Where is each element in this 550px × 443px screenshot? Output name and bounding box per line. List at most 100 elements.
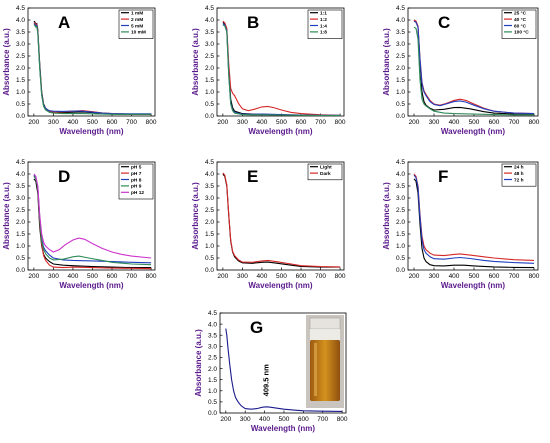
- legend-entry: 72 h: [514, 177, 524, 183]
- plot-frame: [219, 312, 347, 414]
- y-tick-label: 1.0: [396, 89, 405, 96]
- panel-g: 200 300 400 500 600 700 800 0.0 0.5 1.0 1.5 2.0 2.5 3…: [194, 310, 348, 433]
- x-tick-label: 500: [87, 119, 98, 126]
- x-tick-label: 600: [296, 119, 307, 126]
- x-tick-label: 300: [237, 273, 248, 280]
- y-tick-label: 1.0: [16, 243, 25, 250]
- legend-entry: pH 9: [131, 184, 142, 190]
- x-tick-label: 400: [257, 119, 268, 126]
- x-axis-label: Wavelength (nm): [59, 127, 123, 136]
- legend-box: [307, 9, 343, 39]
- y-tick-label: 4.0: [16, 17, 25, 24]
- y-tick-label: 2.5: [16, 53, 25, 60]
- y-axis-label: Absorbance (a.u.): [191, 182, 200, 250]
- x-tick-label: 700: [126, 119, 137, 126]
- legend-box: [118, 163, 154, 200]
- x-tick-label: 700: [509, 273, 520, 280]
- x-tick-label: 300: [48, 273, 59, 280]
- y-tick-label: 2.0: [208, 366, 217, 373]
- x-tick-label: 600: [107, 273, 118, 280]
- x-tick-label: 300: [237, 119, 248, 126]
- x-tick-label: 800: [335, 273, 346, 280]
- x-tick-label: 300: [429, 273, 440, 280]
- y-tick-label: 1.5: [208, 377, 217, 384]
- y-tick-label: 3.5: [16, 183, 25, 190]
- y-tick-label: 1.0: [205, 89, 214, 96]
- y-tick-label: 3.5: [208, 332, 217, 339]
- panel-label: C: [438, 13, 450, 32]
- legend-entry: 10 mM: [131, 30, 146, 36]
- legend-entry: 24 h: [514, 165, 524, 171]
- series-line-100-c: [413, 26, 534, 116]
- y-tick-label: 3.5: [205, 29, 214, 36]
- y-tick-label: 2.0: [205, 65, 214, 72]
- y-tick-label: 4.0: [396, 17, 405, 24]
- plot-frame: [27, 7, 156, 117]
- y-tick-label: 1.0: [208, 388, 217, 395]
- legend-entry: 1:8: [320, 30, 327, 36]
- x-tick-label: 500: [469, 119, 480, 126]
- legend-entry: 25 °C: [514, 11, 527, 17]
- series-line-0: [225, 328, 343, 412]
- y-axis-label: Absorbance (a.u.): [2, 28, 11, 96]
- y-tick-label: 2.5: [396, 53, 405, 60]
- x-tick-label: 200: [220, 416, 231, 423]
- y-tick-label: 2.5: [205, 207, 214, 214]
- x-tick-label: 600: [489, 119, 500, 126]
- series-line-light: [222, 173, 341, 268]
- panel-label: F: [438, 167, 448, 186]
- series-line-dark: [222, 172, 341, 268]
- panel-f: 200 300 400 500 600 700 800 0.0 0.5 1.0 1.5 2.0 2.5 3…: [382, 159, 540, 290]
- x-tick-label: 300: [48, 119, 59, 126]
- y-tick-label: 3.0: [396, 41, 405, 48]
- y-tick-label: 0.5: [205, 101, 214, 108]
- series-line-72-h: [413, 174, 535, 264]
- panel-b: 200 300 400 500 600 700 800 0.0 0.5 1.0 1.5 2.0 2.5 3…: [191, 5, 346, 136]
- panel-c: 200 300 400 500 600 700 800 0.0 0.5 1.0 1.5 2.0 2.5 3…: [382, 5, 540, 136]
- y-tick-label: 2.5: [16, 207, 25, 214]
- vial-liquid: [310, 340, 340, 401]
- y-axis-label: Absorbance (a.u.): [2, 182, 11, 250]
- y-tick-label: 0.0: [396, 267, 405, 274]
- y-tick-label: 4.0: [205, 171, 214, 178]
- y-tick-label: 4.5: [16, 5, 25, 12]
- y-axis-label: Absorbance (a.u.): [191, 28, 200, 96]
- y-tick-label: 4.0: [205, 17, 214, 24]
- vial-highlight: [314, 343, 317, 396]
- legend-entry: pH 5: [131, 165, 142, 171]
- legend-entry: Dark: [320, 171, 331, 177]
- x-tick-label: 400: [68, 273, 79, 280]
- legend-entry: 60 °C: [514, 23, 527, 29]
- vial-photo-inset: [306, 315, 344, 408]
- y-tick-label: 1.5: [16, 77, 25, 84]
- y-tick-label: 2.0: [396, 65, 405, 72]
- legend-entry: 1:4: [320, 23, 327, 29]
- y-tick-label: 2.5: [396, 207, 405, 214]
- vial-headspace: [310, 329, 340, 340]
- x-tick-label: 500: [276, 273, 287, 280]
- x-axis-label: Wavelength (nm): [251, 424, 315, 433]
- panel-label: A: [58, 13, 70, 32]
- x-tick-label: 600: [296, 273, 307, 280]
- x-tick-label: 200: [28, 119, 39, 126]
- x-tick-label: 700: [509, 119, 520, 126]
- y-tick-label: 3.5: [205, 183, 214, 190]
- y-tick-label: 4.5: [396, 5, 405, 12]
- x-axis-label: Wavelength (nm): [441, 281, 505, 290]
- x-tick-label: 700: [315, 119, 326, 126]
- y-tick-label: 2.0: [16, 65, 25, 72]
- x-tick-label: 800: [335, 119, 346, 126]
- y-tick-label: 3.0: [396, 195, 405, 202]
- plot-frame: [216, 7, 345, 117]
- plot-frame: [407, 7, 539, 117]
- y-tick-label: 0.0: [396, 113, 405, 120]
- legend-entry: pH 8: [131, 177, 142, 183]
- legend-entry: 5 mM: [131, 23, 143, 29]
- y-tick-label: 2.0: [16, 219, 25, 226]
- y-tick-label: 1.0: [16, 89, 25, 96]
- x-tick-label: 800: [146, 119, 157, 126]
- plot-frame: [27, 161, 156, 271]
- y-tick-label: 0.5: [396, 101, 405, 108]
